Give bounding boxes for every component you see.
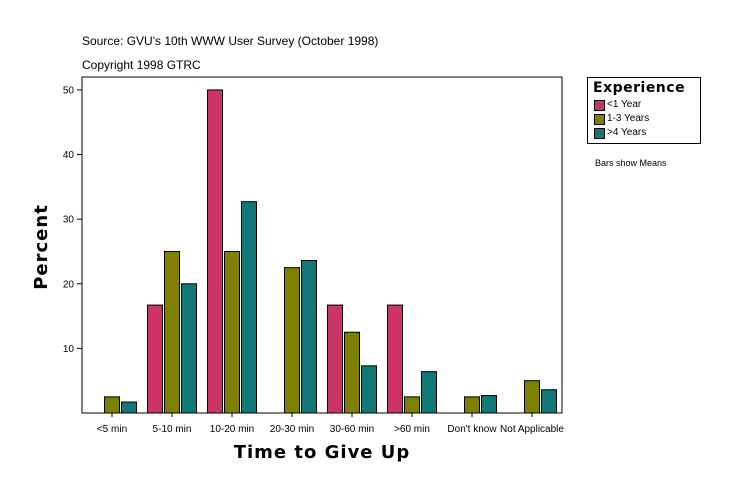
x-tick-label: <5 min — [97, 424, 127, 435]
x-tick-label: 10-20 min — [210, 424, 254, 435]
bars-show-means-note: Bars show Means — [595, 158, 667, 168]
x-axis: <5 min 5-10 min 10-20 min 20-30 min 30-60 mi… — [97, 413, 564, 435]
y-axis: 10 20 30 40 50 — [63, 85, 82, 355]
bar-1-3 Years-5-10 min — [164, 250, 180, 414]
bar-1-3 Years-20-30 min — [284, 267, 300, 414]
bar->4 Years-5-10 min — [181, 283, 197, 414]
y-tick-label: 30 — [63, 215, 75, 226]
bar-<1 Year-30-60 min — [327, 304, 343, 414]
source-caption: Source: GVU's 10th WWW User Survey (Octo… — [82, 34, 379, 48]
bar-<1 Year-5-10 min — [147, 304, 163, 414]
y-tick-label: 20 — [63, 279, 75, 290]
bar-1-3 Years-Don't know — [464, 396, 480, 414]
y-axis-title: Percent — [31, 204, 52, 290]
legend-title: Experience — [593, 80, 686, 96]
bar-<1 Year->60 min — [387, 304, 403, 414]
legend-item-1to3: 1-3 Years — [594, 113, 649, 125]
x-tick-label: 20-30 min — [270, 424, 314, 435]
x-tick-label: Don't know — [447, 424, 497, 435]
bar->4 Years-10-20 min — [241, 201, 257, 414]
copyright-caption: Copyright 1998 GTRC — [82, 58, 201, 72]
bar-1-3 Years-<5 min — [104, 396, 120, 414]
bar->4 Years-30-60 min — [361, 365, 377, 414]
y-tick-label: 10 — [63, 344, 75, 355]
bar->4 Years-Don't know — [481, 395, 497, 414]
bar-1-3 Years->60 min — [404, 396, 420, 414]
y-tick-label: 50 — [63, 85, 75, 96]
bar-<1 Year-10-20 min — [207, 89, 223, 414]
bar-1-3 Years-Not Applicable — [524, 380, 540, 414]
legend: Experience <1 Year 1-3 Years >4 Years — [587, 77, 701, 144]
bar->4 Years-<5 min — [121, 401, 137, 414]
legend-swatch-lt1 — [594, 100, 605, 111]
x-axis-title: Time to Give Up — [234, 442, 411, 463]
y-tick-label: 40 — [63, 150, 75, 161]
legend-item-gt4: >4 Years — [594, 127, 646, 139]
x-tick-label: >60 min — [394, 424, 430, 435]
x-tick-label: 30-60 min — [330, 424, 374, 435]
x-tick-label: 5-10 min — [153, 424, 192, 435]
bar->4 Years-20-30 min — [301, 260, 317, 414]
legend-label-1to3: 1-3 Years — [607, 113, 650, 124]
legend-label-gt4: >4 Years — [607, 127, 647, 138]
bar-1-3 Years-10-20 min — [224, 250, 240, 414]
x-tick-label: Not Applicable — [500, 424, 564, 435]
bars-group — [104, 89, 557, 414]
bar-1-3 Years-30-60 min — [344, 331, 360, 414]
bar->4 Years-Not Applicable — [541, 389, 557, 414]
legend-item-lt1: <1 Year — [594, 99, 641, 111]
legend-label-lt1: <1 Year — [607, 99, 642, 110]
bar->4 Years->60 min — [421, 371, 437, 414]
legend-swatch-gt4 — [594, 128, 605, 139]
legend-swatch-1to3 — [594, 114, 605, 125]
